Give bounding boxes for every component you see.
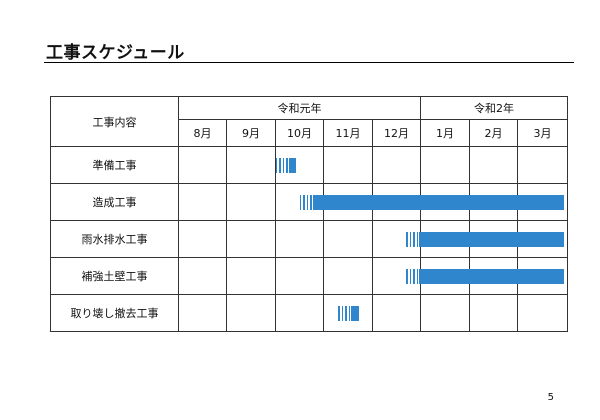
header-task-label: 工事内容 (50, 96, 179, 147)
task-label: 取り壊し撤去工事 (50, 294, 179, 332)
task-label: 準備工事 (50, 146, 179, 184)
year-header-reiwa-1: 令和元年 (178, 96, 421, 120)
month-header: 12月 (372, 119, 421, 147)
task-label: 造成工事 (50, 183, 179, 221)
task-row: 雨水排水工事 (50, 220, 569, 258)
month-header: 9月 (226, 119, 276, 147)
month-header: 11月 (323, 119, 373, 147)
schedule-table: 工事内容 令和元年 令和2年 8月 9月 10月 11月 12月 1月 2月 3… (50, 96, 569, 332)
title-underline (44, 62, 574, 63)
task-row: 補強土壁工事 (50, 257, 569, 295)
month-header: 3月 (516, 119, 569, 147)
month-header: 1月 (420, 119, 470, 147)
task-row: 準備工事 (50, 146, 569, 184)
task-label: 補強土壁工事 (50, 257, 179, 295)
task-label: 雨水排水工事 (50, 220, 179, 258)
month-header: 10月 (275, 119, 324, 147)
month-header: 2月 (469, 119, 518, 147)
task-row: 造成工事 (50, 183, 569, 221)
page-title: 工事スケジュール (46, 43, 185, 63)
task-row: 取り壊し撤去工事 (50, 294, 569, 332)
year-header-reiwa-2: 令和2年 (419, 96, 569, 120)
page-number: 5 (547, 392, 554, 403)
month-header: 8月 (178, 119, 227, 147)
